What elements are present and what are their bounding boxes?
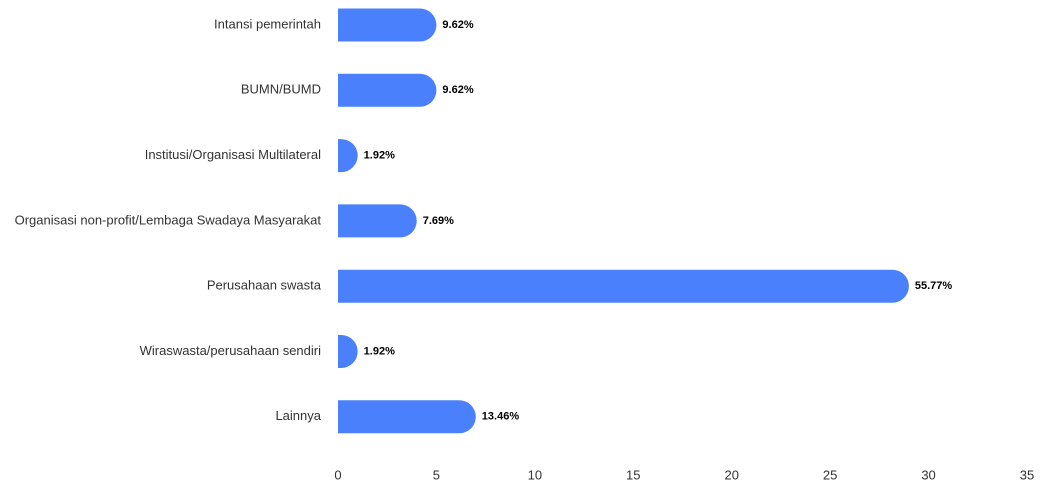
category-label: Lainnya [275,408,321,423]
category-label: Intansi pemerintah [214,16,321,31]
category-label: BUMN/BUMD [241,82,321,97]
x-tick-label: 35 [1020,467,1034,482]
data-label: 1.92% [364,150,395,162]
category-label: Perusahaan swasta [207,278,322,293]
data-label: 13.46% [482,411,520,423]
value-labels: 9.62% 9.62% 1.92% 7.69% 55.77% 1.92% 13.46% [364,19,953,423]
bar [338,204,417,238]
data-label: 9.62% [442,19,473,31]
bar [338,269,909,303]
category-labels: Intansi pemerintah BUMN/BUMD Institusi/Org… [15,16,322,423]
category-label: Organisasi non-profit/Lembaga Swadaya Ma… [15,212,322,227]
x-axis-ticks: 0 5 10 15 20 25 30 35 [334,467,1034,482]
bar [338,139,358,173]
x-tick-label: 15 [626,467,640,482]
x-tick-label: 20 [724,467,738,482]
category-label: Wiraswasta/perusahaan sendiri [140,343,321,358]
data-label: 55.77% [915,280,953,292]
x-tick-label: 0 [334,467,341,482]
x-tick-label: 25 [823,467,837,482]
x-tick-label: 5 [433,467,440,482]
category-label: Institusi/Organisasi Multilateral [145,147,321,162]
bar [338,8,437,42]
data-label: 7.69% [423,215,454,227]
bar [338,73,437,107]
data-label: 9.62% [442,84,473,96]
data-label: 1.92% [364,345,395,357]
x-tick-label: 10 [528,467,542,482]
bar [338,335,358,368]
x-tick-label: 30 [921,467,935,482]
bar [338,400,476,434]
bars-group [338,8,909,434]
